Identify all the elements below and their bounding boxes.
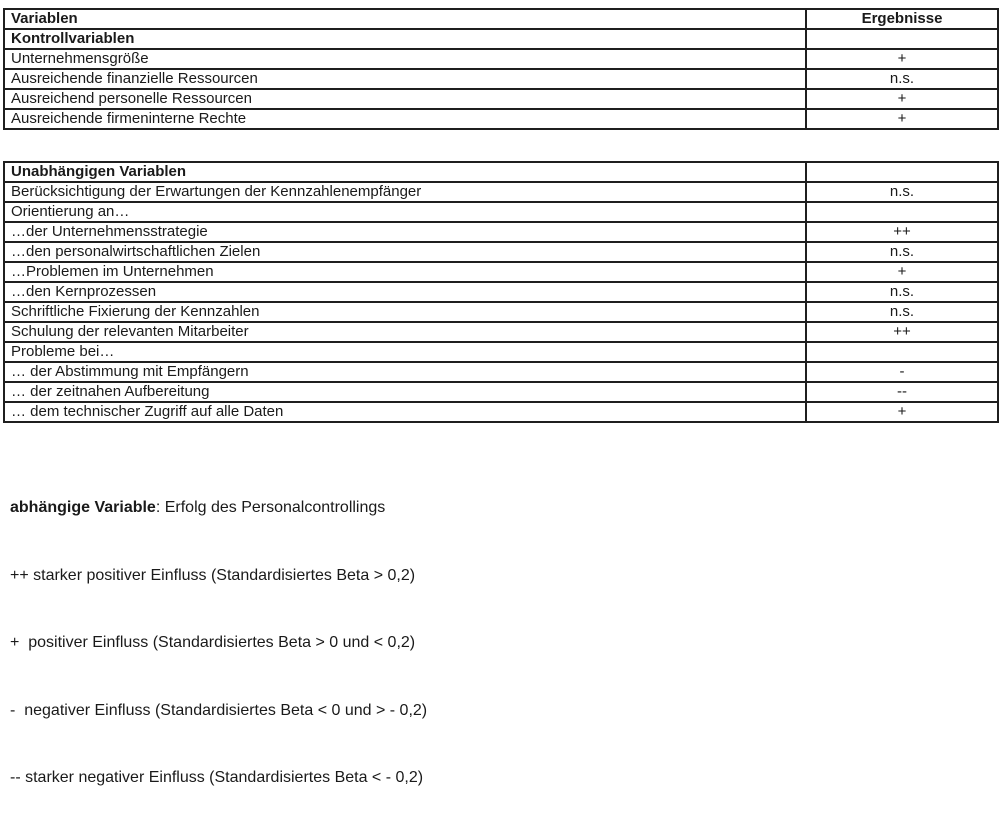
- variable-label-cell: Probleme bei…: [3, 341, 807, 363]
- column-header-ergebnisse: [805, 161, 999, 183]
- variable-label-cell: Unternehmensgröße: [3, 48, 807, 70]
- variable-label-cell: …den personalwirtschaftlichen Zielen: [3, 241, 807, 263]
- table-row: …der Unternehmensstrategie ++: [3, 221, 999, 243]
- table-row: …den Kernprozessen n.s.: [3, 281, 999, 303]
- result-value-cell: [805, 341, 999, 363]
- dependent-variable-text: : Erfolg des Personalcontrollings: [155, 499, 386, 516]
- variable-label-cell: Ausreichend personelle Ressourcen: [3, 88, 807, 110]
- result-value-cell: n.s.: [805, 181, 999, 203]
- column-header-variablen: Variablen: [3, 8, 807, 30]
- column-header-ergebnisse: Ergebnisse: [805, 8, 999, 30]
- page: Variablen Ergebnisse Kontrollvariablen Unte…: [0, 8, 1000, 786]
- result-value-cell: +: [805, 261, 999, 283]
- legend-line-strong-positive: ++ starker positiver Einfluss (Standardi…: [10, 566, 416, 584]
- result-value-cell: [805, 201, 999, 223]
- table-row: Ausreichende firmeninterne Rechte +: [3, 108, 999, 130]
- table-row: Unternehmensgröße +: [3, 48, 999, 70]
- result-value-cell: n.s.: [805, 68, 999, 90]
- table-row: …Problemen im Unternehmen +: [3, 261, 999, 283]
- variable-label-cell: Berücksichtigung der Erwartungen der Ken…: [3, 181, 807, 203]
- variable-label-cell: Ausreichende firmeninterne Rechte: [3, 108, 807, 130]
- variable-label-cell: Schulung der relevanten Mitarbeiter: [3, 321, 807, 343]
- table-row: … dem technischer Zugriff auf alle Daten…: [3, 401, 999, 423]
- table-row: Kontrollvariablen: [3, 28, 999, 50]
- variable-label-cell: Schriftliche Fixierung der Kennzahlen: [3, 301, 807, 323]
- result-value-cell: +: [805, 48, 999, 70]
- table-row: Schriftliche Fixierung der Kennzahlen n.s…: [3, 301, 999, 323]
- variable-label-cell: …der Unternehmensstrategie: [3, 221, 807, 243]
- variable-label-cell: Orientierung an…: [3, 201, 807, 223]
- table-row: Orientierung an…: [3, 201, 999, 223]
- control-variables-table: Variablen Ergebnisse Kontrollvariablen Unte…: [3, 8, 999, 130]
- independent-variables-header-row: Unabhängigen Variablen: [3, 161, 999, 183]
- legend-line-strong-negative: -- starker negativer Einfluss (Standardi…: [10, 769, 424, 786]
- variable-label-cell: … der zeitnahen Aufbereitung: [3, 381, 807, 403]
- result-value-cell: n.s.: [805, 281, 999, 303]
- variable-label-cell: … der Abstimmung mit Empfängern: [3, 361, 807, 383]
- dependent-variable-label: abhängige Variable: [10, 499, 156, 516]
- table-row: …den personalwirtschaftlichen Zielen n.s.: [3, 241, 999, 263]
- table-row: Berücksichtigung der Erwartungen der Ken…: [3, 181, 999, 203]
- table-row: Ausreichende finanzielle Ressourcen n.s.: [3, 68, 999, 90]
- table-row: Schulung der relevanten Mitarbeiter ++: [3, 321, 999, 343]
- table-row: … der Abstimmung mit Empfängern -: [3, 361, 999, 383]
- result-value-cell: +: [805, 88, 999, 110]
- legend-line-positive: + positiver Einfluss (Standardisiertes B…: [10, 634, 416, 651]
- table-row: … der zeitnahen Aufbereitung --: [3, 381, 999, 403]
- table-row: Probleme bei…: [3, 341, 999, 363]
- result-value-cell: ++: [805, 221, 999, 243]
- result-value-cell: +: [805, 401, 999, 423]
- result-value-cell: ++: [805, 321, 999, 343]
- variable-label-cell: Ausreichende finanzielle Ressourcen: [3, 68, 807, 90]
- independent-variables-table: Unabhängigen Variablen Berücksichtigung d…: [3, 161, 999, 423]
- result-value-cell: +: [805, 108, 999, 130]
- result-value-cell: -: [805, 361, 999, 383]
- result-value-cell: n.s.: [805, 301, 999, 323]
- legend-line-negative: - negativer Einfluss (Standardisiertes B…: [10, 701, 428, 719]
- legend-block: abhängige Variable: Erfolg des Personalc…: [10, 452, 1000, 835]
- result-value-cell: --: [805, 381, 999, 403]
- variable-label-cell: … dem technischer Zugriff auf alle Daten: [3, 401, 807, 423]
- column-header-variablen: Unabhängigen Variablen: [3, 161, 807, 183]
- dependent-variable-line: abhängige Variable: Erfolg des Personalc…: [10, 497, 1000, 520]
- variable-label-cell: …den Kernprozessen: [3, 281, 807, 303]
- result-value-cell: n.s.: [805, 241, 999, 263]
- table-row: Ausreichend personelle Ressourcen +: [3, 88, 999, 110]
- control-variables-header-row: Variablen Ergebnisse: [3, 8, 999, 30]
- result-value-cell: [805, 28, 999, 50]
- variable-label-cell: …Problemen im Unternehmen: [3, 261, 807, 283]
- variable-label-cell: Kontrollvariablen: [3, 28, 807, 50]
